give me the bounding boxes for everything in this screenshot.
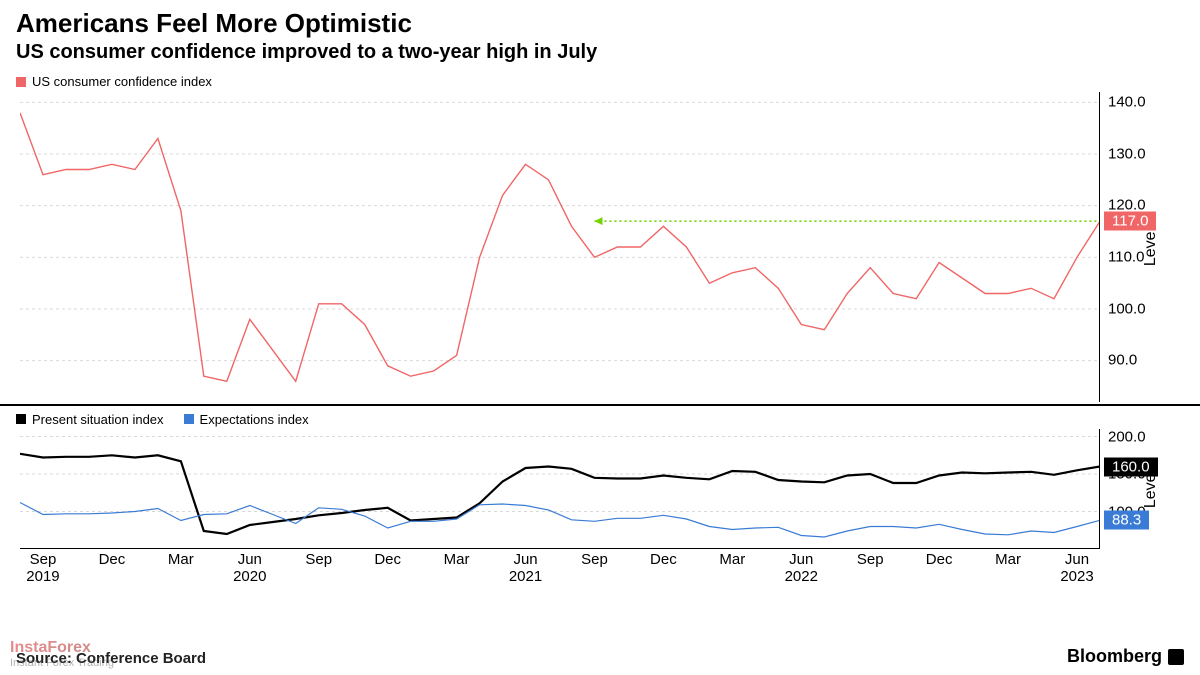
watermark: InstaForex Instant Forex Trading	[10, 639, 114, 669]
x-tick: Mar	[168, 551, 194, 568]
bottom-legend: Present situation index Expectations inde…	[0, 406, 1200, 430]
value-callout: 160.0	[1104, 457, 1158, 476]
x-tick: Dec	[926, 551, 953, 568]
y-tick: 110.0	[1100, 248, 1144, 265]
legend-label: Expectations index	[200, 412, 309, 427]
x-axis: Sep2019 Dec Mar Jun2020 Sep Dec Mar Jun2021 Sep D…	[20, 549, 1100, 589]
y-tick: 200.0	[1100, 428, 1146, 445]
x-tick: Mar	[719, 551, 745, 568]
y-axis-title: Level	[1142, 227, 1160, 265]
legend-item: Present situation index	[16, 412, 164, 427]
x-tick: Jun2023	[1060, 551, 1093, 585]
bottom-chart: Present situation index Expectations inde…	[0, 404, 1200, 550]
x-tick: Sep	[305, 551, 332, 568]
x-tick: Sep	[581, 551, 608, 568]
y-tick: 140.0	[1100, 93, 1146, 110]
value-callout: 88.3	[1104, 511, 1149, 530]
x-tick: Dec	[374, 551, 401, 568]
x-tick: Dec	[650, 551, 677, 568]
y-tick: 90.0	[1100, 352, 1137, 369]
legend-label: US consumer confidence index	[32, 74, 212, 89]
x-tick: Sep2019	[26, 551, 59, 585]
legend-swatch	[184, 414, 194, 424]
x-tick: Jun2020	[233, 551, 266, 585]
value-callout: 117.0	[1104, 211, 1156, 230]
x-tick: Jun2021	[509, 551, 542, 585]
x-tick: Sep	[857, 551, 884, 568]
x-tick: Jun2022	[785, 551, 818, 585]
x-tick: Mar	[444, 551, 470, 568]
top-plot-area: 90.0100.0110.0120.0130.0140.0 Level 117.…	[20, 92, 1100, 402]
y-tick: 100.0	[1100, 300, 1146, 317]
y-tick: 130.0	[1100, 145, 1146, 162]
top-legend: US consumer confidence index	[0, 68, 1200, 92]
bottom-plot-area: 100.0150.0200.0 Level 160.088.3	[20, 429, 1100, 549]
chart-title: Americans Feel More Optimistic	[16, 8, 1184, 39]
x-tick: Dec	[99, 551, 126, 568]
brand-icon	[1168, 649, 1184, 665]
legend-label: Present situation index	[32, 412, 164, 427]
legend-item: Expectations index	[184, 412, 309, 427]
legend-swatch	[16, 414, 26, 424]
x-tick: Mar	[995, 551, 1021, 568]
top-chart: US consumer confidence index 90.0100.011…	[0, 68, 1200, 402]
legend-swatch	[16, 77, 26, 87]
chart-subtitle: US consumer confidence improved to a two…	[16, 41, 1184, 64]
brand-label: Bloomberg	[1067, 646, 1184, 667]
